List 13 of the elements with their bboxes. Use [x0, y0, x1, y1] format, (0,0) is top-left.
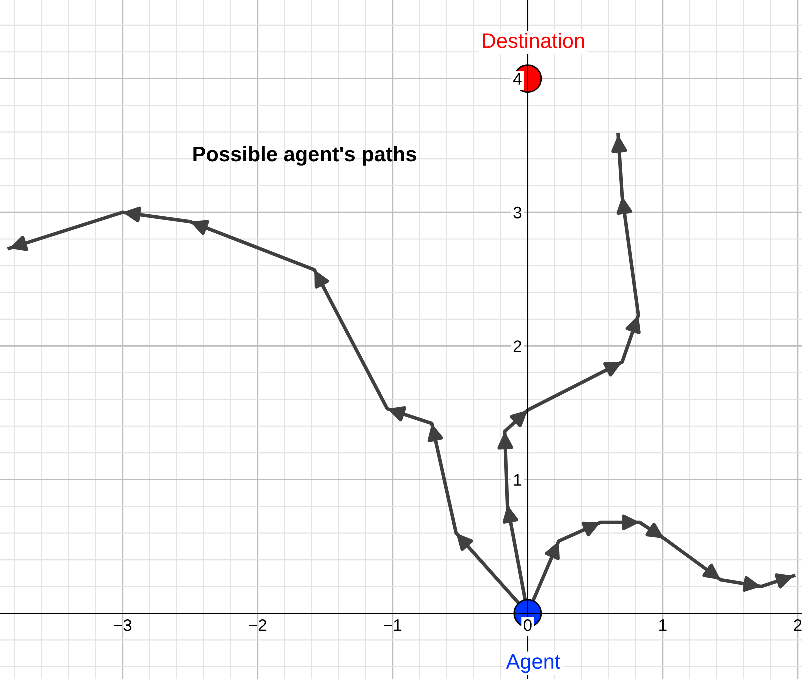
series-label: Agent	[506, 654, 561, 674]
y-tick-label: 1	[514, 474, 522, 486]
x-tick-label: −2	[249, 620, 267, 632]
x-tick-label: −1	[384, 620, 402, 632]
x-tick-label: 2	[794, 620, 802, 632]
y-tick-label: 4	[513, 73, 522, 85]
x-tick-label: −3	[114, 620, 132, 632]
annotation: Possible agent's paths	[194, 146, 416, 166]
y-tick-label: 3	[514, 206, 522, 219]
y-tick-label: 2	[514, 340, 522, 352]
x-tick-label: 1	[660, 620, 667, 632]
x-tick-label: 0	[524, 620, 532, 632]
series-label: Destination	[483, 33, 584, 48]
